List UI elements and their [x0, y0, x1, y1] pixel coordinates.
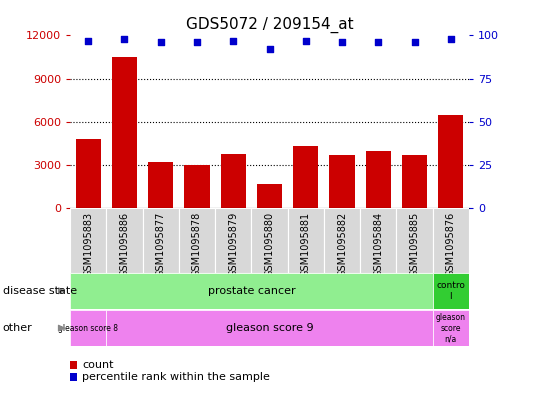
Bar [143, 208, 179, 273]
Bar [215, 208, 251, 273]
Bar [365, 151, 391, 208]
Bar [433, 208, 469, 273]
Text: GSM1095878: GSM1095878 [192, 211, 202, 277]
Bar [433, 310, 469, 346]
Text: GSM1095884: GSM1095884 [374, 211, 383, 277]
Point [265, 46, 274, 52]
Text: prostate cancer: prostate cancer [208, 286, 295, 296]
Text: GSM1095879: GSM1095879 [228, 211, 238, 277]
Bar [324, 208, 360, 273]
Bar [179, 208, 215, 273]
Bar [396, 208, 433, 273]
Point [229, 37, 238, 44]
Bar [360, 208, 396, 273]
Point [374, 39, 383, 46]
Text: GSM1095883: GSM1095883 [83, 211, 93, 277]
Text: gleason score 9: gleason score 9 [226, 323, 313, 333]
Text: GSM1095876: GSM1095876 [446, 211, 456, 277]
Bar [75, 139, 101, 208]
Text: other: other [3, 323, 32, 333]
Bar [288, 208, 324, 273]
Bar [402, 155, 427, 208]
Bar [70, 208, 106, 273]
Text: disease state: disease state [3, 286, 77, 296]
Bar [329, 155, 355, 208]
Bar [184, 165, 210, 208]
Point [301, 37, 310, 44]
Point [84, 37, 93, 44]
Text: gleason score 8: gleason score 8 [58, 324, 118, 332]
Bar [106, 208, 143, 273]
Bar [148, 162, 174, 208]
Text: GSM1095885: GSM1095885 [410, 211, 419, 277]
Bar [251, 208, 288, 273]
Bar [438, 115, 464, 208]
Point [156, 39, 165, 46]
Text: GSM1095880: GSM1095880 [265, 211, 274, 277]
Point [338, 39, 347, 46]
Bar [220, 154, 246, 208]
Text: gleason
score
n/a: gleason score n/a [436, 313, 466, 343]
Point [410, 39, 419, 46]
Text: GSM1095881: GSM1095881 [301, 211, 311, 277]
Bar [106, 310, 433, 346]
Title: GDS5072 / 209154_at: GDS5072 / 209154_at [186, 17, 353, 33]
Point [192, 39, 201, 46]
Bar [293, 146, 319, 208]
Point [120, 36, 129, 42]
Text: GSM1095877: GSM1095877 [156, 211, 165, 277]
Bar [112, 57, 137, 208]
Bar [257, 184, 282, 208]
Text: percentile rank within the sample: percentile rank within the sample [82, 372, 270, 382]
Text: contro
l: contro l [437, 281, 465, 301]
Bar [70, 310, 106, 346]
Point [446, 36, 455, 42]
Text: GSM1095886: GSM1095886 [120, 211, 129, 277]
Bar [433, 273, 469, 309]
Text: count: count [82, 360, 113, 370]
Text: GSM1095882: GSM1095882 [337, 211, 347, 277]
